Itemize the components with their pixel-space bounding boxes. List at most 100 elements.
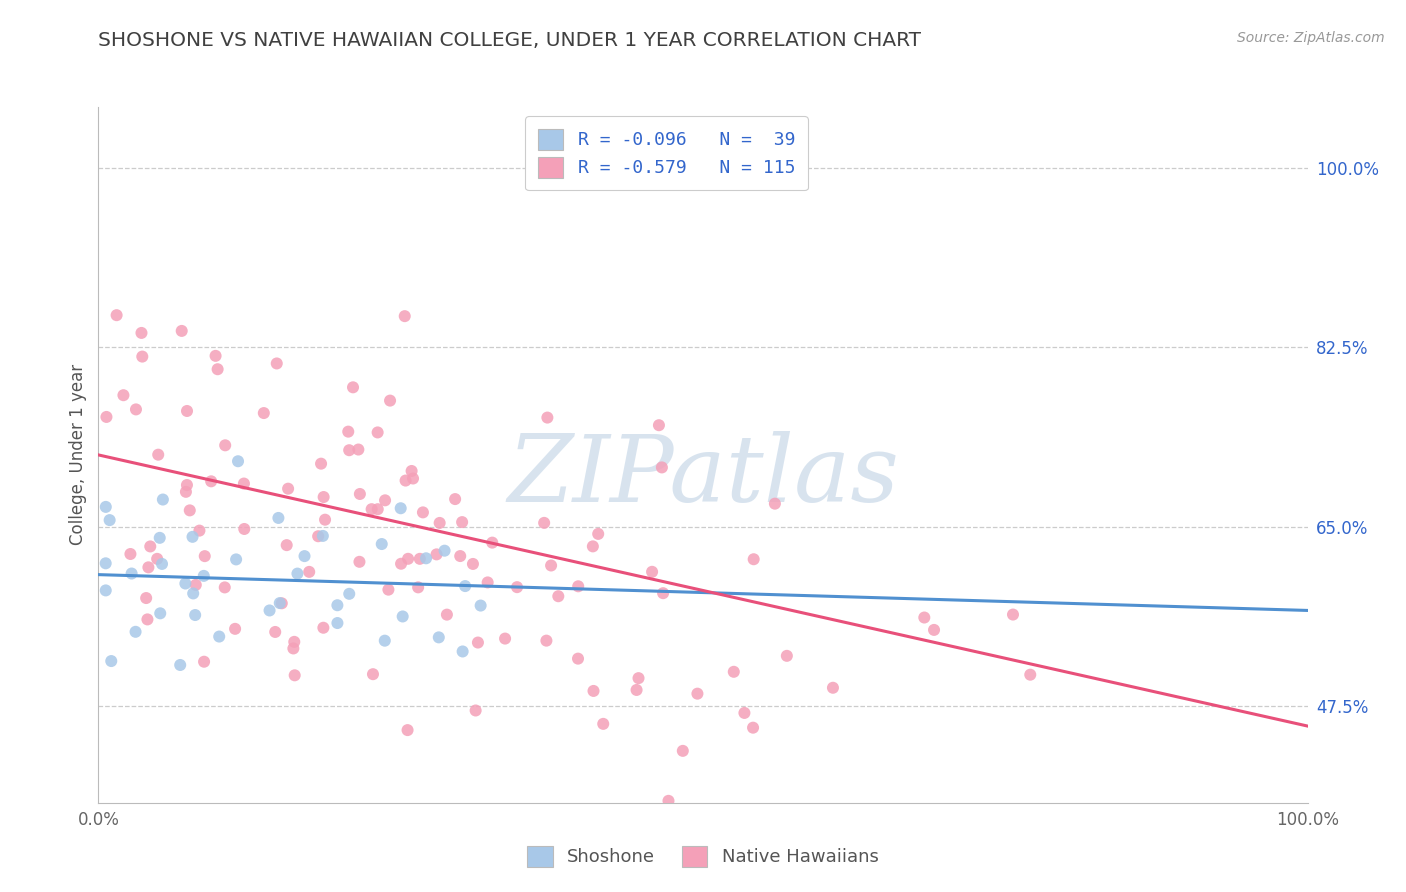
Point <box>406 580 429 594</box>
Point <box>204 349 226 363</box>
Point <box>374 493 396 508</box>
Point <box>494 632 516 646</box>
Point <box>284 668 307 682</box>
Point <box>176 478 198 492</box>
Point <box>307 529 329 543</box>
Point <box>586 527 609 541</box>
Legend: Shoshone, Native Hawaiians: Shoshone, Native Hawaiians <box>520 838 886 874</box>
Point <box>314 513 336 527</box>
Point <box>367 502 389 516</box>
Point <box>193 655 215 669</box>
Point <box>225 552 247 566</box>
Point <box>401 464 423 478</box>
Point <box>193 569 215 583</box>
Point <box>135 591 157 605</box>
Point <box>232 476 254 491</box>
Point <box>396 723 419 737</box>
Point <box>627 671 650 685</box>
Point <box>184 578 207 592</box>
Point <box>264 624 287 639</box>
Point <box>148 448 170 462</box>
Point <box>394 474 416 488</box>
Point <box>533 516 555 530</box>
Point <box>567 579 589 593</box>
Point <box>389 501 412 516</box>
Point <box>412 505 434 519</box>
Point <box>269 596 291 610</box>
Point <box>582 684 605 698</box>
Point <box>150 557 173 571</box>
Point <box>477 575 499 590</box>
Point <box>270 596 292 610</box>
Point <box>121 566 143 581</box>
Point <box>763 497 786 511</box>
Point <box>283 641 305 656</box>
Point <box>214 438 236 452</box>
Point <box>592 717 614 731</box>
Point <box>277 482 299 496</box>
Point <box>391 609 413 624</box>
Point <box>94 557 117 571</box>
Point <box>742 721 765 735</box>
Point <box>131 350 153 364</box>
Point <box>449 549 471 563</box>
Point <box>170 324 193 338</box>
Point <box>536 633 558 648</box>
Point <box>283 635 305 649</box>
Point <box>337 443 360 458</box>
Point <box>912 610 935 624</box>
Point <box>96 409 118 424</box>
Point <box>188 524 211 538</box>
Point <box>326 599 349 613</box>
Point <box>444 492 467 507</box>
Point <box>1154 848 1177 863</box>
Point <box>742 552 765 566</box>
Point <box>626 682 648 697</box>
Y-axis label: College, Under 1 year: College, Under 1 year <box>69 364 87 546</box>
Point <box>226 454 249 468</box>
Point <box>389 557 412 571</box>
Point <box>567 651 589 665</box>
Point <box>169 658 191 673</box>
Point <box>214 581 236 595</box>
Point <box>120 547 142 561</box>
Text: Source: ZipAtlas.com: Source: ZipAtlas.com <box>1237 31 1385 45</box>
Point <box>481 535 503 549</box>
Point <box>821 681 844 695</box>
Point <box>1019 667 1042 681</box>
Point <box>582 540 605 554</box>
Point <box>425 547 447 561</box>
Point <box>470 599 492 613</box>
Point <box>360 502 382 516</box>
Point <box>233 522 256 536</box>
Point <box>506 580 529 594</box>
Point <box>461 557 484 571</box>
Point <box>181 530 204 544</box>
Point <box>276 538 298 552</box>
Point <box>208 630 231 644</box>
Point <box>312 529 335 543</box>
Point <box>176 404 198 418</box>
Point <box>337 425 360 439</box>
Point <box>136 612 159 626</box>
Point <box>378 393 401 408</box>
Point <box>309 457 332 471</box>
Point <box>112 388 135 402</box>
Point <box>105 308 128 322</box>
Point <box>672 744 695 758</box>
Point <box>259 603 281 617</box>
Point <box>174 576 197 591</box>
Point <box>349 487 371 501</box>
Point <box>181 586 204 600</box>
Point <box>267 511 290 525</box>
Point <box>723 665 745 679</box>
Point <box>652 586 675 600</box>
Point <box>547 589 569 603</box>
Point <box>98 513 121 527</box>
Point <box>224 622 246 636</box>
Point <box>253 406 276 420</box>
Point <box>94 583 117 598</box>
Point <box>377 582 399 597</box>
Point <box>396 551 419 566</box>
Point <box>433 543 456 558</box>
